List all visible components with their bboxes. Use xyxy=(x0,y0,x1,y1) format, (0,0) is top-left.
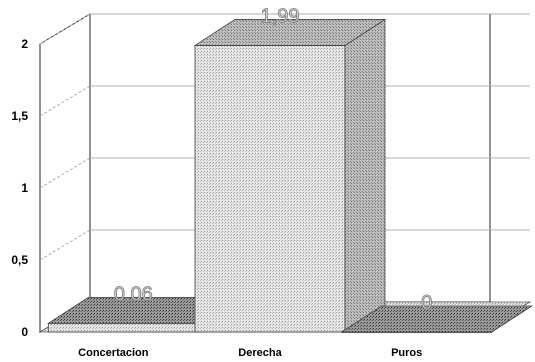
y-tick-label: 0 xyxy=(21,325,28,339)
x-category-label: Concertacion xyxy=(78,347,149,359)
data-labels: 0,06 1,99 0 xyxy=(113,5,432,314)
x-category-label: Puros xyxy=(391,347,422,359)
data-label: 1,99 xyxy=(261,5,300,27)
bar-side xyxy=(344,18,386,333)
y-tick-label: 0,5 xyxy=(11,253,28,267)
y-axis-ticks: 0 0,5 1 1,5 2 xyxy=(11,37,28,339)
bar-top xyxy=(193,19,387,46)
data-label: 0,06 xyxy=(114,283,153,305)
bars xyxy=(46,18,534,333)
y-tick-label: 1,5 xyxy=(11,109,28,123)
data-label: 0 xyxy=(421,292,432,314)
y-tick-label: 2 xyxy=(21,37,28,51)
y-tick-label: 1 xyxy=(21,181,28,195)
x-axis-labels: Concertacion Derecha Puros xyxy=(78,347,422,359)
bar-front xyxy=(47,322,199,333)
x-category-label: Derecha xyxy=(238,347,282,359)
bar-derecha xyxy=(193,18,387,333)
bar-top xyxy=(340,305,534,333)
side-wall xyxy=(39,13,91,333)
bar-front xyxy=(194,45,346,333)
bar-puros xyxy=(340,305,534,333)
